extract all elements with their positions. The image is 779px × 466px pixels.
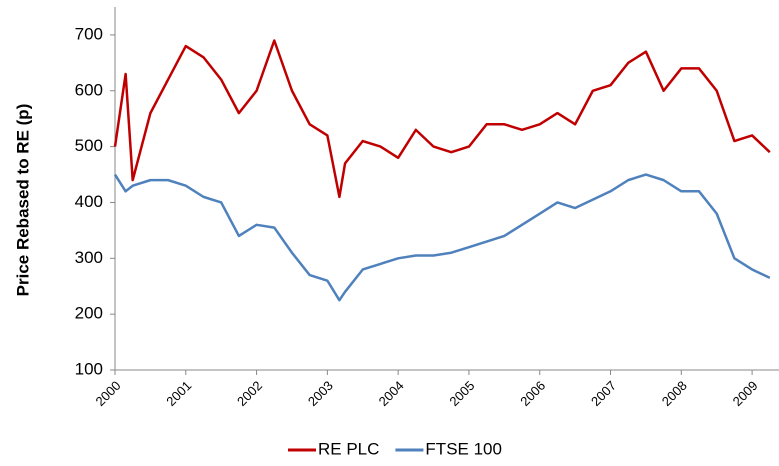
legend-label: FTSE 100 <box>425 439 502 458</box>
y-tick-label: 400 <box>75 192 103 211</box>
x-tick-label: 2008 <box>659 378 690 409</box>
legend-label: RE PLC <box>318 439 379 458</box>
x-tick-label: 2002 <box>234 378 265 409</box>
y-tick-label: 600 <box>75 80 103 99</box>
x-tick-label: 2001 <box>163 378 194 409</box>
y-tick-label: 100 <box>75 359 103 378</box>
x-tick-label: 2009 <box>730 378 761 409</box>
y-tick-label: 300 <box>75 248 103 267</box>
x-tick-label: 2006 <box>517 378 548 409</box>
x-tick-label: 2003 <box>305 378 336 409</box>
y-tick-label: 700 <box>75 24 103 43</box>
x-tick-label: 2007 <box>588 378 619 409</box>
y-tick-label: 500 <box>75 136 103 155</box>
y-tick-label: 200 <box>75 304 103 323</box>
x-tick-label: 2000 <box>92 378 123 409</box>
x-tick-label: 2004 <box>376 378 407 409</box>
y-axis-label: Price Rebased to RE (p) <box>13 104 32 297</box>
series-line <box>113 173 771 302</box>
x-tick-label: 2005 <box>446 378 477 409</box>
series-line <box>113 39 771 199</box>
